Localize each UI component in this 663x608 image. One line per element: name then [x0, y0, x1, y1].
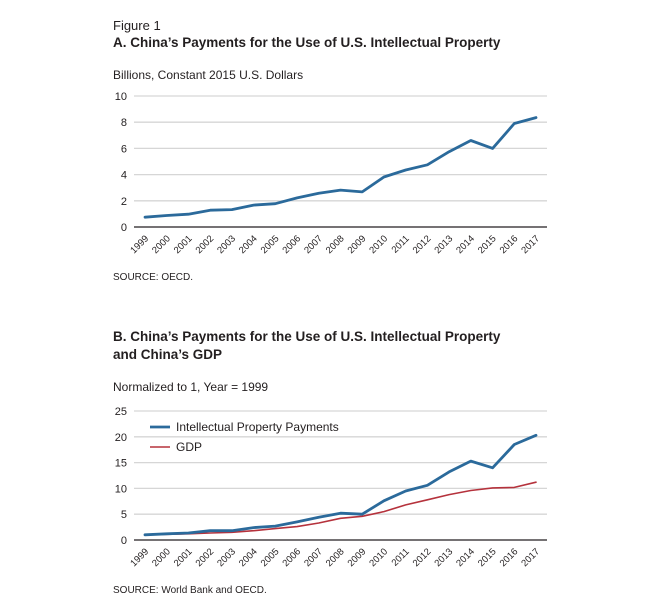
- chart-b-ytick-label: 15: [115, 458, 127, 470]
- chart-b-xtick-label: 2007: [302, 546, 325, 569]
- chart-b-xtick-label: 2013: [433, 546, 456, 569]
- chart-b-xtick-label: 2008: [324, 546, 347, 569]
- chart-a-ytick-label: 4: [121, 170, 127, 182]
- chart-b-xtick-label: 2017: [519, 546, 542, 569]
- chart-b-xtick-label: 2010: [367, 546, 390, 569]
- chart-b-xtick-label: 2014: [454, 546, 477, 569]
- chart-b-source: SOURCE: World Bank and OECD.: [113, 585, 267, 596]
- chart-b-ytick-label: 0: [121, 535, 127, 547]
- chart-b-xtick-label: 2005: [259, 546, 282, 569]
- chart-a-ytick-label: 10: [115, 91, 127, 103]
- chart-b-ytick-label: 10: [115, 483, 127, 495]
- chart-b-ytick-label: 5: [121, 509, 127, 521]
- chart-a-ytick-label: 8: [121, 117, 127, 129]
- chart-b-xtick-label: 2015: [476, 546, 499, 569]
- chart-b-ytick-label: 20: [115, 432, 127, 444]
- chart-b-xtick-label: 2006: [280, 546, 303, 569]
- chart-b-title: B. China’s Payments for the Use of U.S. …: [113, 328, 500, 364]
- chart-b-legend-label: GDP: [176, 440, 202, 454]
- chart-a-title: A. China’s Payments for the Use of U.S. …: [113, 35, 501, 50]
- figure-label: Figure 1: [113, 18, 161, 33]
- chart-a-ytick-label: 0: [121, 222, 127, 234]
- chart-b-xtick-label: 2009: [346, 546, 369, 569]
- chart-b-xtick-label: 2002: [194, 546, 217, 569]
- chart-b-ytick-label: 25: [115, 406, 127, 418]
- chart-a-ylabel: Billions, Constant 2015 U.S. Dollars: [113, 68, 304, 82]
- chart-b-series-gdp: [144, 481, 537, 536]
- chart-b-xtick-label: 2012: [411, 546, 434, 569]
- chart-a-ytick-label: 6: [121, 143, 127, 155]
- chart-b-ylabel: Normalized to 1, Year = 1999: [113, 380, 269, 394]
- chart-b-xtick-label: 1999: [128, 546, 151, 569]
- chart-b-xtick-label: 2000: [150, 546, 173, 569]
- chart-b-title-line1: B. China’s Payments for the Use of U.S. …: [113, 329, 501, 344]
- chart-b-series-intellectual-property-payments: [143, 433, 538, 537]
- chart-b-xtick-label: 2004: [237, 546, 260, 569]
- chart-b-legend-label: Intellectual Property Payments: [176, 420, 339, 434]
- chart-b-xtick-label: 2016: [498, 546, 521, 569]
- chart-a-series-ip-payments: [143, 116, 538, 219]
- chart-b-title-line2: and China’s GDP: [113, 347, 223, 362]
- chart-a-ytick-label: 2: [121, 196, 127, 208]
- chart-b-xtick-label: 2001: [172, 546, 195, 569]
- chart-a-source: SOURCE: OECD.: [113, 272, 194, 283]
- chart-b-xtick-label: 2003: [215, 546, 238, 569]
- chart-b-xtick-label: 2011: [390, 546, 412, 568]
